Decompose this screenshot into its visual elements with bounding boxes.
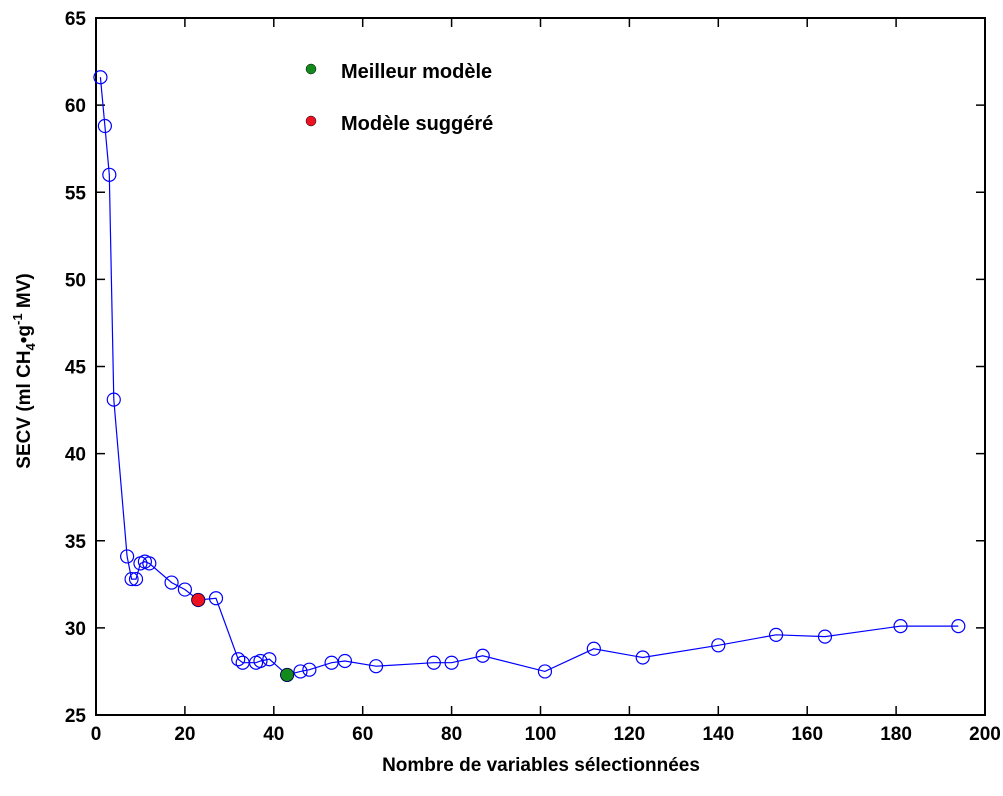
data-point (768, 627, 784, 642)
suggested-model-point (191, 593, 206, 607)
x-tick-label: 120 (614, 724, 646, 745)
y-tick-label: 25 (65, 706, 87, 727)
data-point (586, 641, 601, 656)
data-point (711, 638, 726, 653)
data-point (893, 619, 908, 634)
legend-marker-suggested (305, 115, 317, 127)
x-tick-label: 200 (969, 724, 1001, 745)
legend: Meilleur modèle Modèle suggéré (305, 61, 493, 135)
data-point (537, 664, 553, 679)
data-point (302, 662, 317, 677)
y-tick-label: 45 (65, 358, 87, 379)
legend-label-suggested: Modèle suggéré (341, 113, 493, 135)
data-point (635, 650, 650, 665)
data-point (208, 591, 224, 606)
y-axis-title-superscript: -1 (10, 313, 25, 325)
y-tick-label: 35 (65, 532, 87, 553)
data-point (106, 392, 121, 407)
y-axis-title-subscript: 4 (23, 342, 38, 350)
plot-frame (95, 17, 986, 716)
data-point (337, 653, 353, 669)
legend-label-best: Meilleur modèle (341, 61, 492, 83)
x-tick-label: 140 (702, 724, 734, 745)
legend-marker-best (305, 63, 317, 75)
data-point (124, 571, 139, 587)
x-tick-label: 160 (791, 724, 823, 745)
data-point (120, 549, 135, 564)
data-point (231, 652, 246, 667)
data-point (93, 70, 108, 85)
data-point (426, 655, 441, 670)
best-model-point (280, 668, 294, 682)
data-point (368, 659, 384, 674)
y-axis-title: SECV (ml CH4•g-1 MV) (10, 273, 38, 468)
series-line (99, 77, 959, 676)
x-tick-label: 20 (174, 724, 195, 745)
data-point (164, 575, 179, 590)
x-tick-label: 100 (525, 724, 557, 745)
data-point (177, 582, 192, 597)
y-tick-label: 50 (65, 270, 86, 291)
y-tick-label: 30 (65, 619, 86, 640)
x-tick-label: 80 (441, 724, 462, 745)
data-point (293, 664, 308, 679)
data-point (262, 652, 277, 667)
x-tick-label: 60 (352, 724, 373, 745)
y-tick-label: 60 (65, 96, 86, 117)
y-tick-label: 40 (65, 445, 86, 466)
y-tick-label: 55 (65, 183, 87, 204)
data-point (142, 556, 157, 571)
data-point (817, 629, 833, 644)
y-tick-label: 65 (65, 9, 87, 30)
data-point (253, 653, 268, 669)
x-tick-label: 0 (91, 724, 102, 745)
data-point (475, 648, 490, 663)
x-axis-title: Nombre de variables sélectionnées (382, 755, 700, 776)
data-point (97, 118, 112, 134)
data-point (444, 655, 459, 670)
data-point (128, 571, 144, 587)
x-tick-label: 40 (263, 724, 284, 745)
data-point (102, 167, 117, 182)
data-point (951, 619, 966, 634)
x-tick-label: 180 (880, 724, 912, 745)
